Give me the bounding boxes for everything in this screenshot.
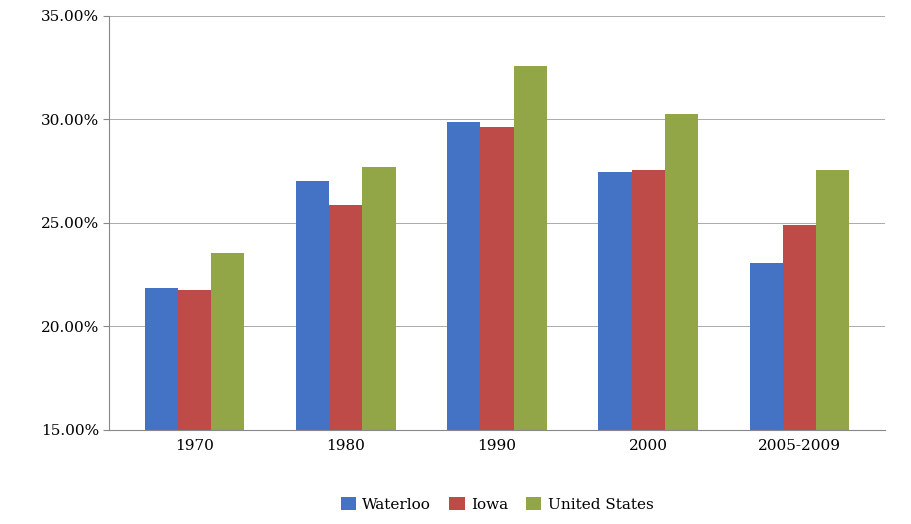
Bar xyxy=(362,167,395,524)
Legend: Waterloo, Iowa, United States: Waterloo, Iowa, United States xyxy=(334,491,659,518)
Bar xyxy=(295,181,329,524)
Bar xyxy=(446,122,480,524)
Bar xyxy=(749,263,782,524)
Bar xyxy=(782,225,815,524)
Bar xyxy=(178,290,211,524)
Bar xyxy=(513,67,547,524)
Bar xyxy=(664,114,698,524)
Bar xyxy=(480,127,513,524)
Bar xyxy=(815,170,848,524)
Bar xyxy=(631,170,664,524)
Bar xyxy=(145,288,178,524)
Bar xyxy=(598,172,631,524)
Bar xyxy=(329,205,362,524)
Bar xyxy=(211,253,244,524)
